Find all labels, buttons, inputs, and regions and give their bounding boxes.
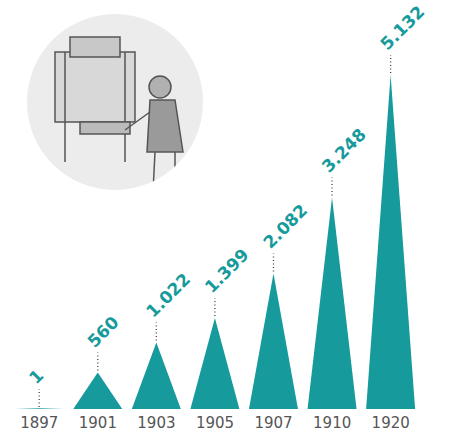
svg-text:1920: 1920 [372, 414, 410, 432]
svg-text:1907: 1907 [254, 414, 292, 432]
svg-text:1897: 1897 [20, 414, 58, 432]
svg-text:2.082: 2.082 [259, 200, 311, 252]
svg-text:1905: 1905 [196, 414, 234, 432]
svg-text:1901: 1901 [79, 414, 117, 432]
svg-text:1.399: 1.399 [201, 245, 253, 297]
svg-text:1910: 1910 [313, 414, 351, 432]
svg-text:1.022: 1.022 [142, 269, 194, 321]
svg-text:1903: 1903 [137, 414, 175, 432]
svg-text:5.132: 5.132 [376, 2, 428, 54]
svg-text:3.248: 3.248 [318, 124, 370, 176]
svg-text:560: 560 [83, 312, 122, 351]
svg-text:1: 1 [25, 365, 48, 388]
